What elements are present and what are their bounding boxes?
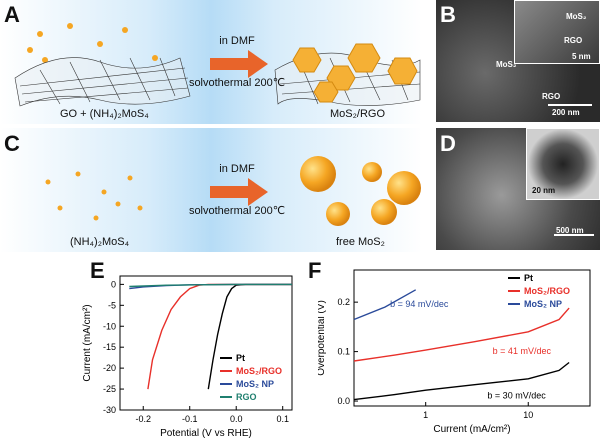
panel-letter-a: A [4, 2, 20, 27]
x-tick-label: 1 [423, 410, 428, 420]
series-line-mos2_np [353, 289, 417, 321]
scalebar-inset-b: 5 nm [572, 52, 591, 61]
series-line-rgo [129, 283, 292, 288]
plot-frame [119, 275, 293, 411]
scalebar-inset-d: 20 nm [532, 186, 556, 195]
reaction-arrow-c [210, 178, 268, 206]
y-tick-label: 0 [111, 279, 116, 289]
scheme-c-graphic [45, 156, 421, 226]
plot-frame [353, 269, 591, 407]
y-axis-label: Current (mA/cm²) [82, 304, 93, 381]
panel-letter-d: D [440, 131, 456, 156]
product-label-c: free MoS₂ [336, 236, 385, 248]
label-rgo-main: RGO [542, 92, 561, 101]
panel-b-micrograph: MoS₂ RGO MoS₂ RGO 5 nm 200 nm [436, 0, 600, 122]
panel-letter-f: F [308, 258, 322, 283]
x-tick-label: 10 [523, 410, 533, 420]
x-tick-label: -0.1 [182, 414, 198, 424]
x-tick-label: 0.0 [230, 414, 243, 424]
label-mos2-main: MoS₂ [496, 60, 517, 69]
scheme-a-graphic [14, 23, 421, 107]
y-tick-label: 0.2 [337, 297, 350, 307]
legend-label: MoS₂ NP [524, 299, 562, 309]
mos2-platelets-a [292, 43, 418, 103]
x-tick-label: -0.2 [135, 414, 151, 424]
product-label-a: MoS₂/RGO [330, 108, 385, 120]
scalebar-line-d [554, 234, 594, 236]
precursor-dots-a [27, 23, 158, 63]
x-axis-label: Potential (V vs RHE) [160, 428, 252, 439]
y-tick-label: -20 [103, 363, 116, 373]
label-mos2-inset: MoS₂ [566, 12, 587, 21]
scalebar-main-d: 500 nm [556, 226, 584, 235]
y-tick-label: -30 [103, 405, 116, 415]
panel-letter-b: B [440, 2, 456, 27]
reactant-label-a: GO + (NH₄)₂MoS₄ [60, 108, 149, 120]
y-tick-label: 0.0 [337, 396, 350, 406]
label-rgo-inset: RGO [564, 36, 583, 45]
y-axis-label: Overpotential (V) [318, 300, 327, 376]
arrow-top-label-c: in DMF [219, 163, 255, 175]
precursor-dots-c [45, 171, 143, 221]
scalebar-line-b [548, 104, 592, 106]
graphene-sheet-a [14, 57, 191, 107]
chart-f: 1 10 0.0 0.1 0.2 Current (mA/cm²) Overpotentia… [318, 269, 591, 435]
legend-label: RGO [236, 392, 257, 402]
reactant-label-c: (NH₄)₂MoS₄ [70, 236, 130, 248]
panel-d-micrograph: 20 nm 500 nm [436, 128, 600, 250]
arrow-bottom-label-a: solvothermal 200℃ [188, 77, 286, 89]
slope-annotation: b = 30 mV/dec [487, 391, 546, 401]
chart-e: -0.2 -0.1 0.0 0.1 0 -5 -10 -15 -20 -25 -30 Potentia… [82, 275, 293, 439]
y-tick-label: -5 [108, 300, 116, 310]
y-tick-label: 0.1 [337, 347, 350, 357]
y-tick-label: -10 [103, 321, 116, 331]
arrow-bottom-label-c: solvothermal 200℃ [188, 205, 286, 217]
panel-b-inset [514, 0, 600, 64]
legend-label: Pt [524, 273, 533, 283]
panel-letter-c: C [4, 131, 20, 156]
x-axis-label: Current (mA/cm²) [433, 424, 510, 435]
arrow-top-label-a: in DMF [219, 35, 255, 47]
y-tick-label: -25 [103, 384, 116, 394]
slope-annotation: b = 94 mV/dec [390, 299, 449, 309]
series-line-pt [353, 361, 570, 401]
reaction-arrow-a [210, 50, 268, 78]
legend-label: MoS₂ NP [236, 379, 274, 389]
panel-d-inset [526, 128, 600, 200]
scalebar-main-b: 200 nm [552, 108, 580, 117]
panel-letter-e: E [90, 258, 105, 283]
y-tick-label: -15 [103, 342, 116, 352]
legend-label: Pt [236, 353, 245, 363]
mos2-spheres-c [300, 156, 421, 226]
legend-label: MoS₂/RGO [236, 366, 282, 376]
slope-annotation: b = 41 mV/dec [493, 346, 552, 356]
legend-label: MoS₂/RGO [524, 286, 570, 296]
x-tick-label: 0.1 [276, 414, 289, 424]
series-line-mos2_rgo [353, 307, 570, 362]
